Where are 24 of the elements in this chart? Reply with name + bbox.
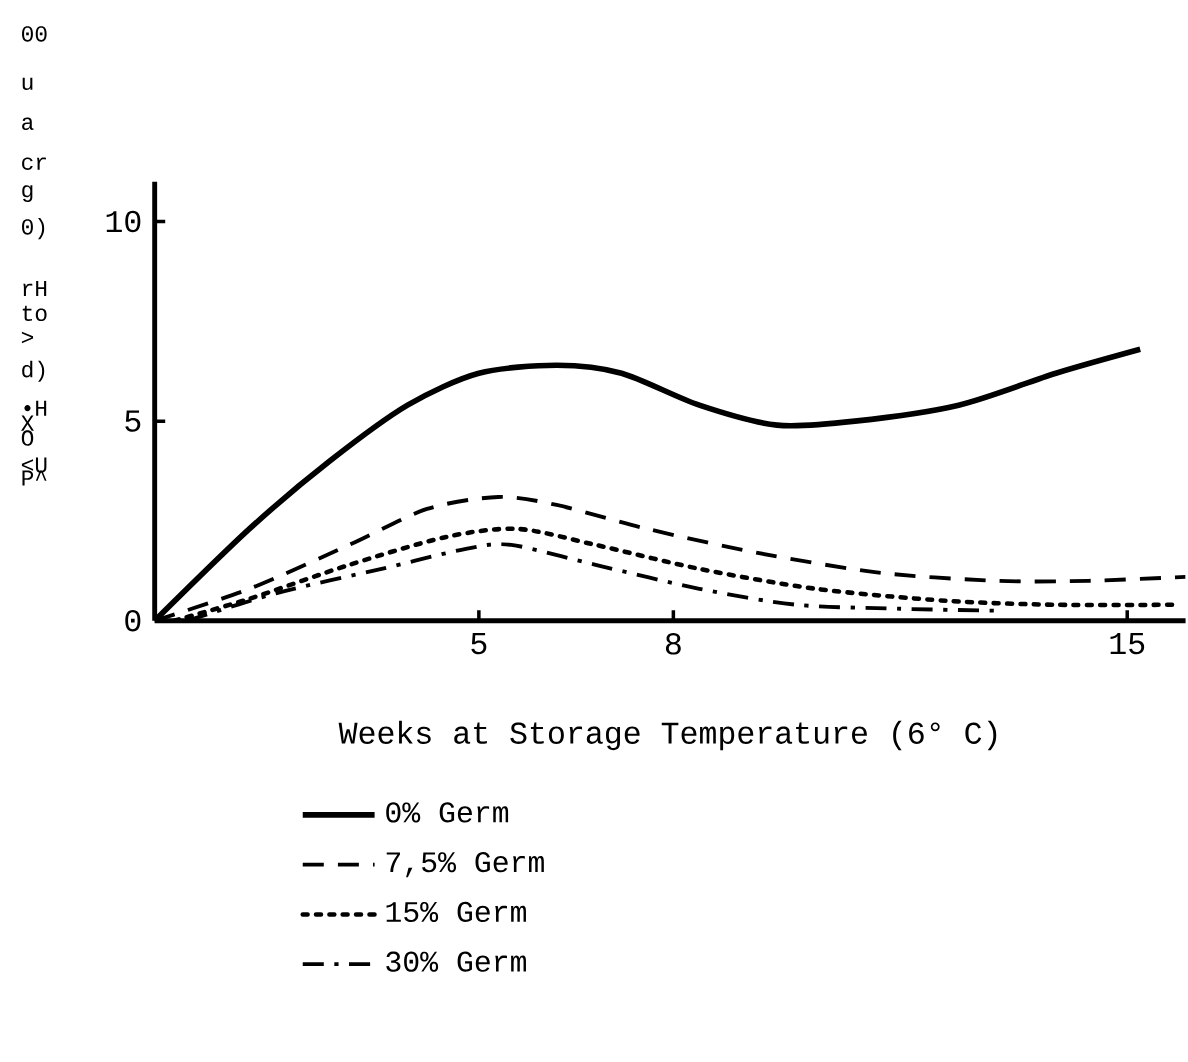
y-tick-label: 0 bbox=[125, 610, 141, 632]
x-axis-title: Weeks at Storage Temperature (6° C) bbox=[338, 720, 997, 751]
text: •H bbox=[24, 400, 47, 416]
text: 0) bbox=[22, 218, 45, 240]
text: > bbox=[21, 331, 34, 344]
legend-label: 30% Germ bbox=[386, 951, 526, 972]
x-tick-label: 5 bbox=[471, 633, 487, 655]
text: O bbox=[21, 430, 34, 446]
legend-label: 7,5% Germ bbox=[386, 852, 544, 878]
text: X bbox=[21, 415, 34, 431]
text: to bbox=[22, 305, 47, 322]
text: a bbox=[22, 117, 34, 131]
text: u bbox=[22, 77, 33, 91]
text: g bbox=[22, 185, 33, 203]
x-tick-label: 15 bbox=[1110, 633, 1145, 655]
legend-label: 15% Germ bbox=[386, 901, 526, 923]
text: rH bbox=[23, 280, 47, 297]
x-tick-label: 8 bbox=[665, 633, 681, 655]
y-tick-label: 10 bbox=[106, 210, 141, 233]
legend-label: 0% Germ bbox=[386, 802, 509, 823]
text: d) bbox=[22, 360, 45, 382]
y-tick-label: 5 bbox=[125, 410, 141, 432]
text: cr bbox=[22, 157, 46, 170]
text: 00 bbox=[22, 26, 47, 42]
